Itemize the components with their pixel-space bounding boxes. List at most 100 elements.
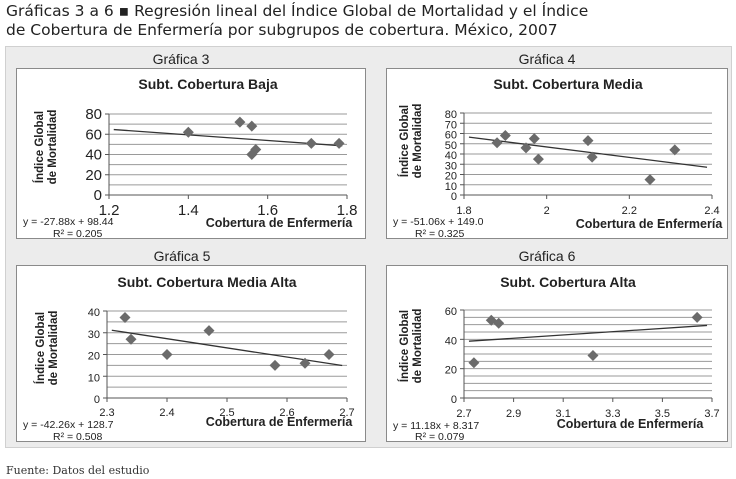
chart-title: Subt. Cobertura Baja	[138, 76, 277, 92]
y-axis-label-group: Índice Globalde Mortalidad	[398, 104, 424, 179]
y-axis-label: Índice Globalde Mortalidad	[398, 309, 424, 384]
trend-line	[111, 329, 343, 367]
figure-heading: Gráficas 3 a 6 ▪ Regresión lineal del Ín…	[6, 2, 726, 40]
y-tick-label: 20	[445, 365, 457, 377]
chart-svg: Subt. Cobertura Alta 0 20 40 60 2.7 2.9 3.1 3.3 3…	[393, 274, 720, 441]
chart-svg: Subt. Cobertura Media Alta 0 10 20 30 40 2.3 2.…	[23, 274, 355, 441]
r-squared: R² = 0.205	[53, 228, 102, 238]
chart-title: Subt. Cobertura Alta	[500, 274, 636, 290]
y-tick-label: 0	[94, 394, 100, 406]
x-tick-label: 3.5	[655, 408, 670, 420]
data-point	[182, 126, 194, 138]
chart-label-4: Gráfica 4	[518, 51, 576, 67]
y-axis-label: Índice Globalde Mortalidad	[34, 311, 60, 386]
y-tick-label: 60	[445, 130, 457, 142]
chart-panel-3: Subt. Cobertura Baja 0 20 40 60 80 1.2 1.4 1.6 1.…	[16, 68, 366, 239]
data-point	[203, 325, 215, 337]
chart-label-6: Gráfica 6	[518, 248, 576, 264]
y-axis-label-group: Índice Globalde Mortalidad	[398, 309, 424, 384]
r-squared: R² = 0.508	[53, 431, 102, 441]
y-axis-label-line2: de Mortalidad	[47, 110, 59, 185]
y-tick-label: 30	[88, 329, 100, 341]
y-tick-label: 70	[445, 119, 457, 131]
x-tick-label: 3.7	[704, 408, 719, 420]
y-tick-label: 80	[445, 109, 457, 121]
x-tick-label: 1.4	[178, 202, 199, 219]
data-point	[582, 135, 594, 147]
charts-container: Gráfica 3 Gráfica 4 Gráfica 5 Gráfica 6 …	[5, 46, 732, 448]
y-tick-label: 0	[451, 191, 457, 203]
y-axis-label: Índice Globalde Mortalidad	[33, 110, 59, 185]
data-point	[125, 333, 137, 345]
regression-equation: y = 11.18x + 8.317	[393, 420, 479, 432]
data-point	[528, 133, 540, 145]
data-point	[691, 311, 703, 323]
chart-title: Subt. Cobertura Media	[493, 76, 643, 92]
y-tick-label: 10	[445, 181, 457, 193]
x-tick-label: 1.6	[257, 202, 278, 219]
x-tick-label: 2.6	[279, 407, 294, 419]
x-tick-label: 1.8	[456, 205, 471, 217]
y-tick-label: 60	[445, 306, 457, 318]
y-tick-label: 0	[94, 187, 102, 204]
x-tick-label: 3.3	[605, 408, 620, 420]
data-point	[493, 317, 505, 329]
regression-equation: y = -27.88x + 98.44	[23, 216, 114, 228]
x-tick-label: 2.3	[99, 407, 114, 419]
chart-panel-4: Subt. Cobertura Media 0 10 20 30 40 50 60 70 80 1.…	[386, 68, 728, 239]
r-squared: R² = 0.079	[415, 431, 464, 441]
data-point	[246, 120, 258, 132]
heading-line-1: Gráficas 3 a 6 ▪ Regresión lineal del Ín…	[6, 2, 589, 20]
data-point	[586, 151, 598, 163]
trend-line	[468, 324, 708, 342]
y-tick-label: 20	[85, 167, 102, 184]
y-tick-label: 40	[445, 335, 457, 347]
y-tick-label: 40	[445, 150, 457, 162]
chart-svg: Subt. Cobertura Baja 0 20 40 60 80 1.2 1.4 1.6 1.…	[23, 76, 357, 238]
x-tick-label: 2.4	[704, 205, 719, 217]
trend-line	[113, 128, 343, 147]
y-axis-label-group: Índice Globalde Mortalidad	[33, 110, 59, 185]
chart-label-3: Gráfica 3	[152, 51, 210, 67]
data-point	[250, 143, 262, 155]
data-point	[299, 357, 311, 369]
x-tick-label: 2.9	[506, 408, 521, 420]
y-axis-label-line2: de Mortalidad	[412, 104, 424, 179]
heading-line-2: de Cobertura de Enfermería por subgrupos…	[6, 21, 558, 39]
chart-panel-6: Subt. Cobertura Alta 0 20 40 60 2.7 2.9 3.1 3.3 3…	[386, 265, 728, 442]
y-axis-label-line1: Índice Global	[398, 310, 411, 382]
x-tick-label: 2.7	[339, 407, 354, 419]
x-tick-label: 1.2	[99, 202, 120, 219]
data-point	[499, 130, 511, 142]
x-axis-label: Cobertura de Enfermería	[557, 417, 705, 431]
r-squared: R² = 0.325	[415, 228, 464, 238]
y-tick-label: 50	[445, 140, 457, 152]
x-tick-label: 2.5	[219, 407, 234, 419]
source-note: Fuente: Datos del estudio	[6, 464, 150, 477]
data-point	[119, 312, 131, 324]
data-point	[234, 116, 246, 128]
y-tick-label: 40	[85, 147, 102, 164]
y-tick-label: 80	[85, 106, 102, 123]
data-point	[333, 137, 345, 149]
data-point	[669, 144, 681, 156]
x-tick-label: 2.7	[456, 408, 471, 420]
y-tick-label: 20	[88, 351, 100, 363]
y-axis-label-group: Índice Globalde Mortalidad	[34, 311, 60, 386]
data-point	[520, 142, 532, 154]
y-axis-label-line2: de Mortalidad	[412, 309, 424, 384]
data-point	[161, 349, 173, 360]
y-tick-label: 20	[445, 171, 457, 183]
x-axis-label: Cobertura de Enfermería	[206, 415, 354, 429]
data-point	[587, 349, 599, 361]
data-point	[269, 359, 281, 371]
y-axis-label: Índice Globalde Mortalidad	[398, 104, 424, 179]
y-tick-label: 0	[451, 394, 457, 406]
y-axis-label-line1: Índice Global	[398, 105, 411, 177]
y-tick-label: 60	[85, 126, 102, 143]
y-axis-label-line2: de Mortalidad	[48, 311, 60, 386]
chart-panel-5: Subt. Cobertura Media Alta 0 10 20 30 40 2.3 2.…	[16, 265, 366, 442]
data-point	[491, 137, 503, 149]
x-tick-label: 2	[544, 205, 550, 217]
